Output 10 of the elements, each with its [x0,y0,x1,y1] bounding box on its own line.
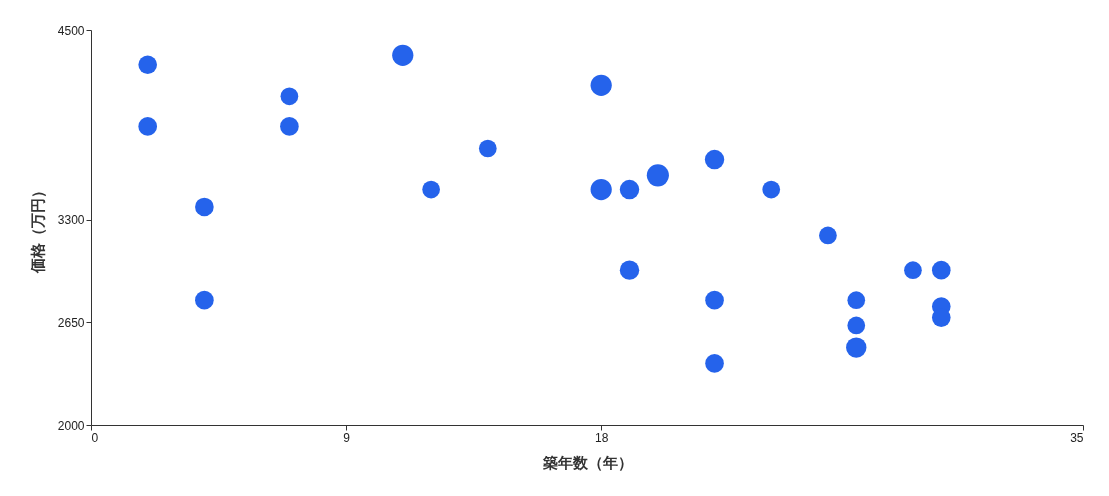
y-tick-label: 2000 [57,418,85,433]
y-tick-label: 2650 [57,315,85,330]
x-axis-title: 築年数（年） [541,453,633,471]
x-tick-label: 9 [343,430,351,445]
x-tick-label: 0 [91,430,99,445]
y-axis-title: 価格（万円） [28,183,46,274]
x-tick-label: 18 [594,430,609,445]
y-tick-label: 4500 [57,23,85,38]
x-tick-label: 35 [1070,430,1084,445]
y-tick-label: 3300 [57,213,85,228]
